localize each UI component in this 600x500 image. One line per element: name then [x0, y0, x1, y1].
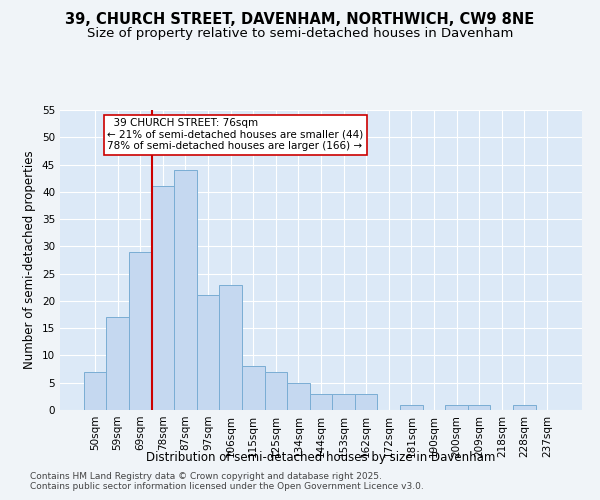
Bar [129, 252, 152, 410]
Text: Contains HM Land Registry data © Crown copyright and database right 2025.: Contains HM Land Registry data © Crown c… [30, 472, 382, 481]
Text: 39, CHURCH STREET, DAVENHAM, NORTHWICH, CW9 8NE: 39, CHURCH STREET, DAVENHAM, NORTHWICH, … [65, 12, 535, 28]
Bar [265, 372, 287, 410]
Bar [445, 404, 468, 410]
Text: Contains public sector information licensed under the Open Government Licence v3: Contains public sector information licen… [30, 482, 424, 491]
Bar [242, 366, 265, 410]
Bar [513, 404, 536, 410]
Bar [106, 318, 129, 410]
Bar [220, 284, 242, 410]
Bar [355, 394, 377, 410]
Bar [84, 372, 106, 410]
Bar [287, 382, 310, 410]
Bar [174, 170, 197, 410]
Bar [400, 404, 422, 410]
Text: Distribution of semi-detached houses by size in Davenham: Distribution of semi-detached houses by … [146, 451, 496, 464]
Bar [310, 394, 332, 410]
Bar [332, 394, 355, 410]
Text: Size of property relative to semi-detached houses in Davenham: Size of property relative to semi-detach… [87, 28, 513, 40]
Bar [197, 296, 220, 410]
Y-axis label: Number of semi-detached properties: Number of semi-detached properties [23, 150, 37, 370]
Bar [152, 186, 174, 410]
Text: 39 CHURCH STREET: 76sqm
← 21% of semi-detached houses are smaller (44)
78% of se: 39 CHURCH STREET: 76sqm ← 21% of semi-de… [107, 118, 364, 152]
Bar [468, 404, 490, 410]
